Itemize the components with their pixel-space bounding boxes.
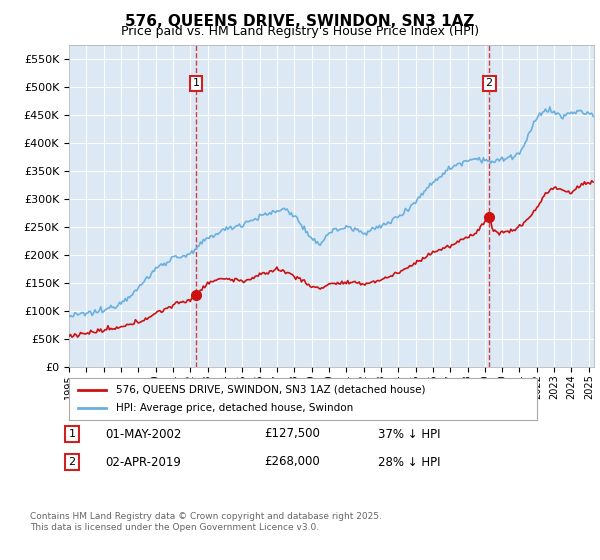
Text: 28% ↓ HPI: 28% ↓ HPI <box>378 455 440 469</box>
Text: 576, QUEENS DRIVE, SWINDON, SN3 1AZ: 576, QUEENS DRIVE, SWINDON, SN3 1AZ <box>125 14 475 29</box>
Text: Price paid vs. HM Land Registry's House Price Index (HPI): Price paid vs. HM Land Registry's House … <box>121 25 479 38</box>
Text: £268,000: £268,000 <box>264 455 320 469</box>
Text: 576, QUEENS DRIVE, SWINDON, SN3 1AZ (detached house): 576, QUEENS DRIVE, SWINDON, SN3 1AZ (det… <box>116 385 425 395</box>
Text: HPI: Average price, detached house, Swindon: HPI: Average price, detached house, Swin… <box>116 403 353 413</box>
Text: £127,500: £127,500 <box>264 427 320 441</box>
Text: 2: 2 <box>68 457 76 467</box>
Text: 01-MAY-2002: 01-MAY-2002 <box>105 427 181 441</box>
Text: 37% ↓ HPI: 37% ↓ HPI <box>378 427 440 441</box>
Text: Contains HM Land Registry data © Crown copyright and database right 2025.
This d: Contains HM Land Registry data © Crown c… <box>30 512 382 532</box>
Text: 1: 1 <box>193 78 200 88</box>
Text: 2: 2 <box>485 78 493 88</box>
Text: 1: 1 <box>68 429 76 439</box>
Text: 02-APR-2019: 02-APR-2019 <box>105 455 181 469</box>
